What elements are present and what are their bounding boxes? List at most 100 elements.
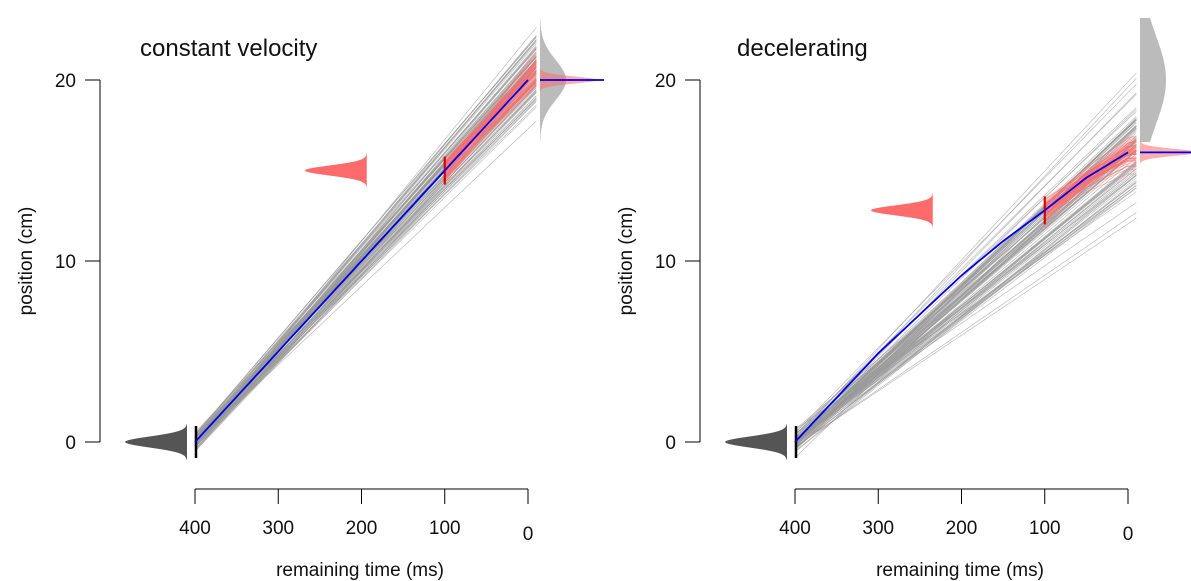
observation-distribution xyxy=(304,152,367,189)
posterior-trajectory-line xyxy=(1044,153,1137,221)
sample-trajectory-line xyxy=(794,146,1137,447)
start-position-distribution xyxy=(725,424,787,460)
x-tick-label: 300 xyxy=(262,518,294,539)
x-tick-label: 400 xyxy=(779,518,811,539)
sample-trajectory-line xyxy=(794,185,1137,446)
sample-trajectory-line xyxy=(794,163,1137,441)
posterior-trajectory-line xyxy=(1044,144,1137,211)
posterior-trajectory-line xyxy=(444,65,537,164)
sample-trajectory-line xyxy=(194,97,537,447)
sample-trajectory-line xyxy=(194,90,537,447)
x-tick-label: 0 xyxy=(1123,524,1134,545)
posterior-trajectory-line xyxy=(1044,151,1137,220)
posterior-trajectory-line xyxy=(444,81,537,167)
sample-trajectory-line xyxy=(194,59,537,442)
posterior-trajectory-line xyxy=(444,67,537,164)
posterior-trajectory-line xyxy=(1044,152,1137,216)
posterior-trajectory-line xyxy=(444,81,537,177)
sample-trajectory-line xyxy=(794,181,1137,449)
y-tick-label: 20 xyxy=(655,71,676,92)
posterior-trajectory-line xyxy=(444,81,537,173)
posterior-trajectory-line xyxy=(1044,165,1137,217)
posterior-trajectory-line xyxy=(444,66,537,163)
posterior-trajectory-line xyxy=(1044,140,1137,217)
y-axis-label: position (cm) xyxy=(16,207,37,316)
sample-trajectory-line xyxy=(194,95,537,445)
posterior-trajectory-line xyxy=(444,69,537,164)
posterior-trajectory-line xyxy=(444,87,537,171)
posterior-trajectory-line xyxy=(444,60,537,169)
posterior-trajectory-line xyxy=(1044,163,1137,207)
posterior-trajectory-line xyxy=(444,56,537,171)
sample-trajectory-line xyxy=(794,175,1137,450)
posterior-trajectory-line xyxy=(1044,159,1137,212)
posterior-trajectory-line xyxy=(1044,146,1137,200)
x-axis-label: remaining time (ms) xyxy=(876,560,1044,581)
x-tick-label: 100 xyxy=(429,518,461,539)
posterior-trajectory-line xyxy=(444,68,537,170)
posterior-trajectory-line xyxy=(444,62,537,162)
sample-trajectory-line xyxy=(794,174,1137,444)
x-tick-label: 0 xyxy=(523,524,534,545)
posterior-trajectory-line xyxy=(444,56,537,162)
posterior-trajectory-line xyxy=(1044,135,1137,205)
posterior-trajectory-line xyxy=(444,74,537,176)
posterior-trajectory-line xyxy=(1044,157,1137,214)
posterior-trajectory-line xyxy=(1044,153,1137,214)
sample-trajectories xyxy=(194,27,537,452)
sample-trajectory-line xyxy=(794,125,1137,446)
posterior-trajectory-line xyxy=(1044,161,1137,205)
posterior-trajectory-line xyxy=(1044,145,1137,209)
posterior-trajectory-line xyxy=(444,82,537,177)
sample-trajectory-line xyxy=(794,161,1137,447)
sample-trajectory-line xyxy=(194,55,537,442)
sample-trajectory-line xyxy=(794,184,1137,444)
posterior-trajectory-line xyxy=(1044,149,1137,210)
sample-trajectories xyxy=(794,72,1137,458)
posterior-trajectory-line xyxy=(1044,157,1137,217)
chart-panel-decelerating: decelerating remaining time (ms) positio… xyxy=(616,18,1191,581)
posterior-trajectory-line xyxy=(444,63,537,164)
sample-trajectory-line xyxy=(794,166,1137,448)
posterior-trajectory-line xyxy=(1044,154,1137,214)
x-tick-label: 200 xyxy=(346,518,378,539)
sample-trajectory-line xyxy=(794,92,1137,442)
posterior-trajectory-line xyxy=(1044,136,1137,205)
mean-trajectory-line xyxy=(794,151,1129,443)
posterior-trajectory-line xyxy=(444,77,537,178)
y-tick-label: 10 xyxy=(55,252,76,273)
sample-trajectory-line xyxy=(194,39,537,442)
sample-trajectory-line xyxy=(794,118,1137,442)
sample-trajectory-line xyxy=(794,83,1137,433)
sample-trajectory-line xyxy=(194,40,537,443)
posterior-trajectory-line xyxy=(444,61,537,166)
sample-trajectory-line xyxy=(794,120,1137,444)
y-tick-label: 0 xyxy=(65,433,76,454)
posterior-trajectory-line xyxy=(1044,165,1137,211)
posterior-trajectory-line xyxy=(1044,146,1137,206)
sample-trajectory-line xyxy=(794,72,1137,439)
posterior-trajectory-line xyxy=(1044,147,1137,217)
posterior-trajectory-line xyxy=(444,82,537,173)
posterior-trajectory-line xyxy=(1044,159,1137,211)
x-tick-label: 400 xyxy=(179,518,211,539)
posterior-trajectory-line xyxy=(444,83,537,181)
chart-title: constant velocity xyxy=(140,35,317,62)
posterior-trajectory-line xyxy=(444,48,537,179)
posterior-trajectory-line xyxy=(444,65,537,169)
posterior-trajectory-line xyxy=(1044,159,1137,206)
posterior-trajectory-line xyxy=(1044,165,1137,215)
start-position-distribution xyxy=(125,424,187,460)
sample-trajectory-line xyxy=(794,172,1137,444)
posterior-trajectory-line xyxy=(1044,152,1137,224)
sample-trajectory-line xyxy=(794,179,1137,453)
y-tick-label: 20 xyxy=(55,71,76,92)
posterior-trajectory-line xyxy=(1044,168,1137,214)
chart-title: decelerating xyxy=(737,35,868,62)
sample-trajectory-line xyxy=(794,124,1137,442)
chart-panel-constant-velocity: constant velocity remaining time (ms) po… xyxy=(16,18,604,581)
posterior-trajectory-line xyxy=(1044,148,1137,205)
posterior-trajectory-line xyxy=(1044,173,1137,218)
posterior-trajectory-line xyxy=(1044,151,1137,201)
